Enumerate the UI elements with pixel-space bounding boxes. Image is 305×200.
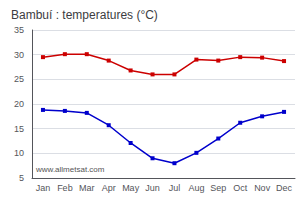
svg-text:Sep: Sep <box>210 183 226 193</box>
svg-text:5: 5 <box>19 173 24 183</box>
svg-text:20: 20 <box>14 99 24 109</box>
svg-text:35: 35 <box>14 25 24 35</box>
svg-text:Jun: Jun <box>145 183 160 193</box>
svg-text:Oct: Oct <box>233 183 248 193</box>
svg-text:Bambuí : temperatures (°C): Bambuí : temperatures (°C) <box>11 8 158 22</box>
svg-text:Mar: Mar <box>79 183 95 193</box>
svg-text:Aug: Aug <box>188 183 204 193</box>
svg-text:Apr: Apr <box>102 183 116 193</box>
svg-text:Dec: Dec <box>276 183 293 193</box>
svg-text:May: May <box>122 183 140 193</box>
svg-text:Jan: Jan <box>36 183 51 193</box>
svg-text:15: 15 <box>14 124 24 134</box>
svg-text:30: 30 <box>14 50 24 60</box>
svg-text:10: 10 <box>14 148 24 158</box>
svg-text:www.allmetsat.com: www.allmetsat.com <box>35 165 105 174</box>
svg-text:Jul: Jul <box>169 183 181 193</box>
svg-text:Feb: Feb <box>57 183 73 193</box>
svg-text:Nov: Nov <box>254 183 271 193</box>
svg-text:25: 25 <box>14 74 24 84</box>
